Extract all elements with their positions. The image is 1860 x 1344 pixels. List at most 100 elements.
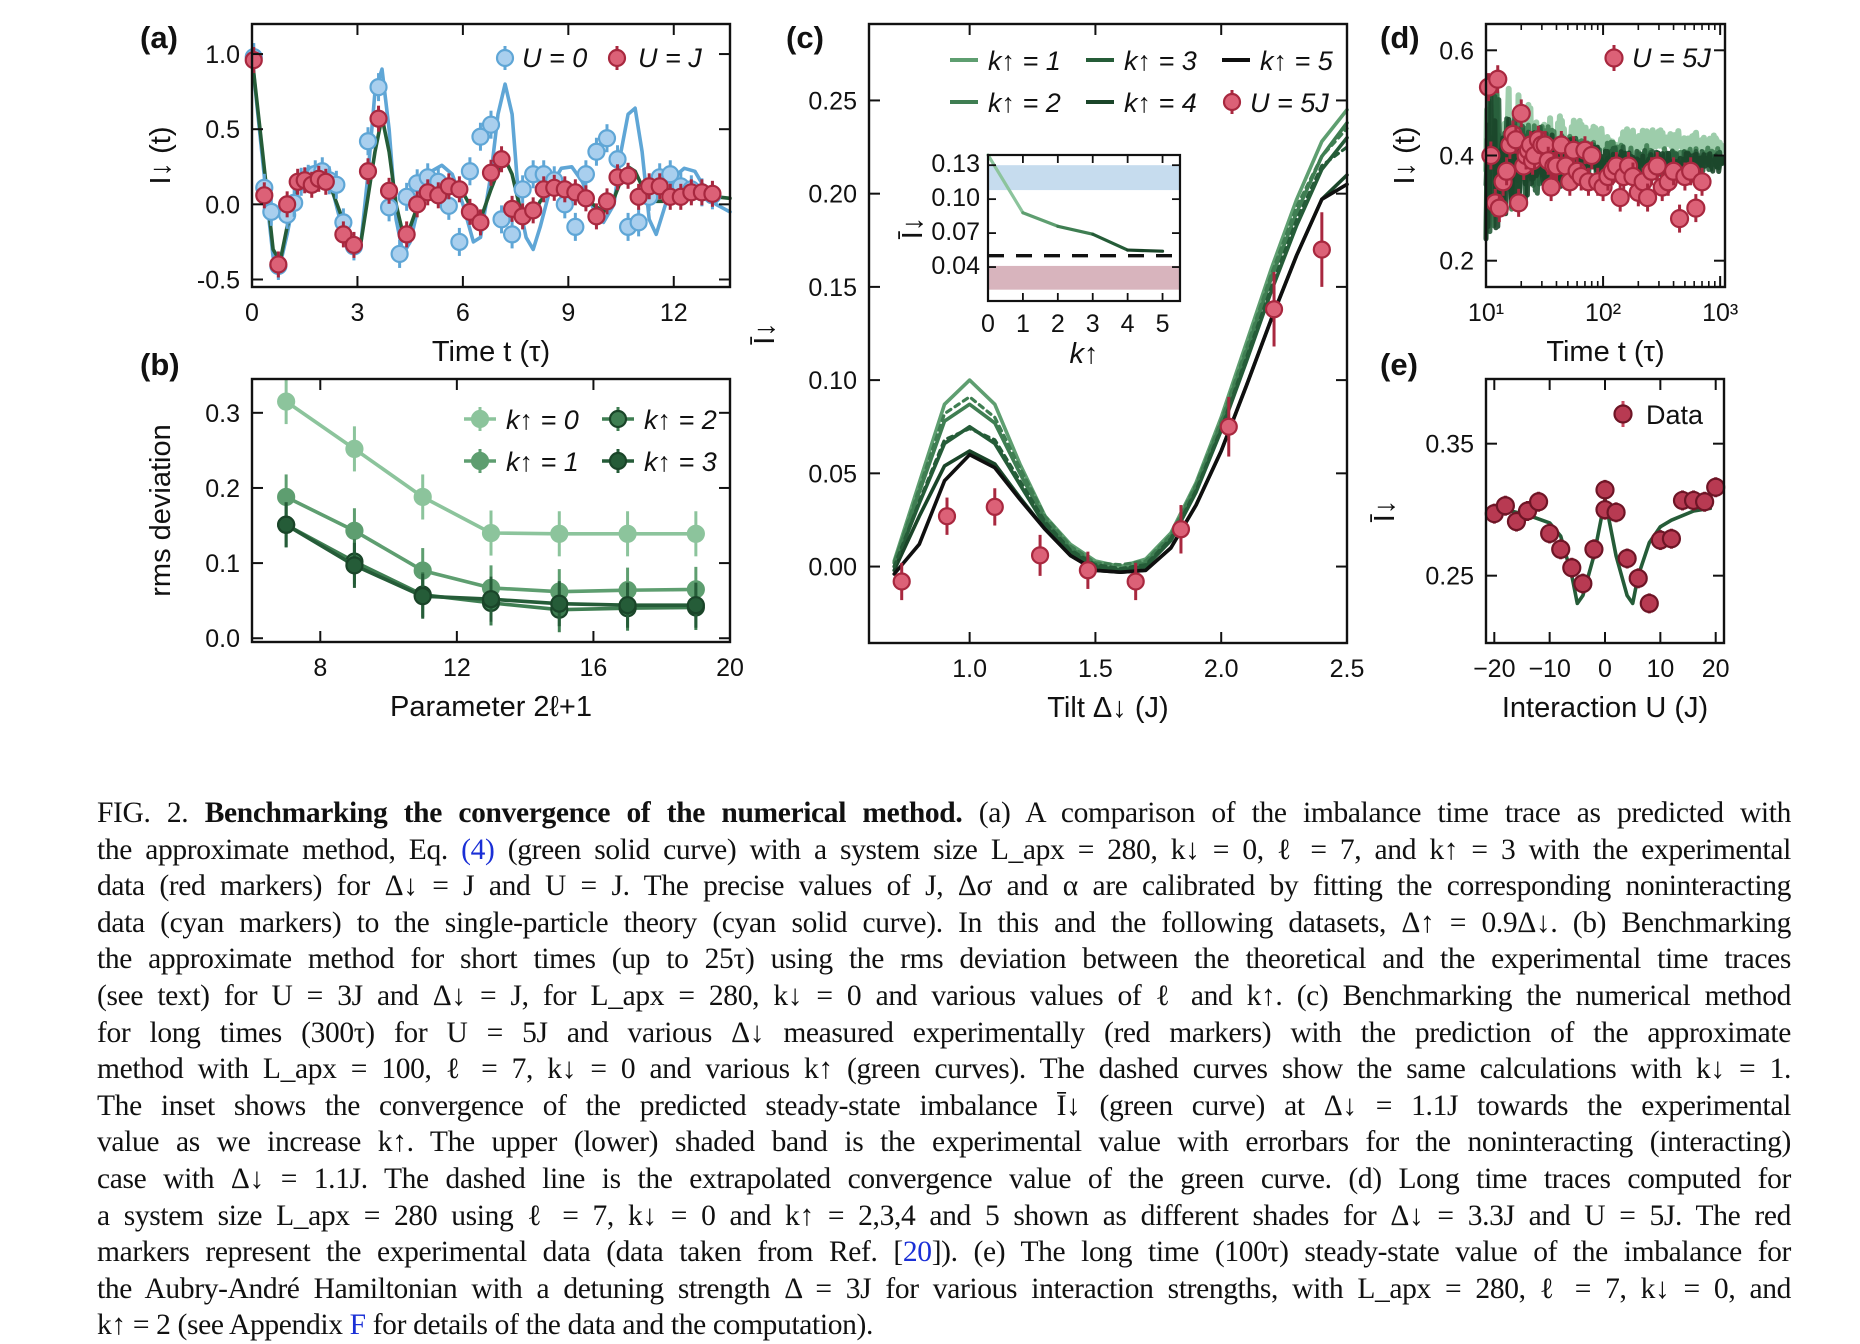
x-tick-label: 12: [443, 654, 471, 682]
caption-text: FIG. 2.: [97, 797, 205, 829]
data-point-red: [1535, 135, 1555, 155]
y-tick-label: 0.3: [205, 400, 240, 428]
data-point: [618, 596, 637, 615]
data-point-cyan: [597, 129, 617, 148]
data-point-red: [1582, 145, 1602, 166]
data-point-red: [316, 172, 335, 191]
data-point-red: [397, 225, 416, 244]
data-point-red: [618, 166, 638, 185]
series-line-4: [892, 182, 1349, 576]
panel-b-rms-deviation: 8 12 16 20 0.3 0.2 0.1 0.0 Parameter 2ℓ+1 rms dev…: [145, 377, 744, 723]
legend-label: U = 5J: [1250, 88, 1329, 118]
legend-label: U = J: [638, 43, 702, 73]
x-tick-label: 0: [1598, 655, 1612, 683]
data-point-red: [1541, 177, 1561, 197]
caption-reference-link[interactable]: F: [349, 1309, 366, 1342]
data-point-cyan: [587, 142, 606, 161]
data-point-red: [408, 195, 427, 214]
inset-x-axis-label: k↑: [1070, 338, 1099, 370]
inset-band-upper: [988, 165, 1180, 191]
inset-y-axis-label: Ī↓: [897, 217, 929, 240]
caption-line: method with L_apx = 100, ℓ = 7, k↓ = 0 a…: [97, 1051, 1791, 1088]
caption-text: a system size L_apx = 280 using ℓ = 7, k…: [97, 1199, 1791, 1232]
data-point-red: [1606, 502, 1626, 522]
data-point-red: [334, 225, 353, 244]
inset-curve-segment: [1091, 232, 1130, 252]
data-point: [686, 596, 705, 615]
legend-label: k↑ = 4: [1124, 88, 1197, 118]
legend-label: U = 0: [522, 43, 587, 73]
data-point-red: [1686, 198, 1706, 218]
data-point-red: [1495, 496, 1515, 516]
y-tick-label: 0.20: [808, 181, 857, 209]
data-point-red: [1562, 558, 1582, 578]
caption-text: data (red markers) for Δ↓ = J and U = J.…: [97, 870, 1791, 903]
panel-d-long-time: 10¹ 10² 10³ 0.6 0.4 0.2 Time t (τ) I↓ (t) U = 5J: [1389, 22, 1738, 368]
data-point-cyan: [513, 180, 532, 199]
caption-line: for long times (300τ) for U = 5J and var…: [97, 1015, 1791, 1052]
data-point: [686, 524, 705, 543]
data-point-red: [1078, 561, 1097, 580]
y-tick-label: 0.0: [205, 625, 240, 653]
data-point: [618, 524, 637, 543]
legend-marker: [608, 451, 628, 471]
data-point: [413, 487, 432, 507]
legend-marker: [470, 409, 490, 429]
inset-y-tick-label: 0.04: [931, 252, 980, 280]
data-point: [345, 521, 364, 540]
caption-title: Benchmarking the convergence of the nume…: [204, 797, 963, 829]
caption-text: (green solid curve) with a system size L…: [494, 833, 1792, 866]
x-tick-label: 1.5: [1078, 655, 1113, 683]
caption-text: the approximate method, Eq.: [97, 833, 462, 866]
inset-x-tick-label: 1: [1016, 310, 1030, 338]
caption-reference-link[interactable]: 20: [902, 1236, 932, 1269]
caption-reference-link[interactable]: (4): [461, 833, 495, 866]
inset-curve-segment: [1021, 211, 1060, 228]
inset-curve-segment: [1126, 248, 1165, 253]
dashed-series-line: [892, 126, 1349, 567]
y-tick-label: 0.0: [205, 191, 240, 219]
data-point-red: [1639, 593, 1659, 614]
data-point-red: [369, 109, 388, 128]
caption-text: k↑ = 2 (see Appendix: [97, 1309, 350, 1342]
legend-label: k↑ = 0: [506, 405, 579, 435]
theory-curve-cyan: [250, 55, 732, 267]
axes-frame: [867, 22, 1349, 645]
x-axis-label: Interaction U (J): [1502, 692, 1708, 724]
legend-label: k↑ = 1: [988, 46, 1061, 76]
caption-line: the approximate method, Eq. (4) (green s…: [97, 832, 1791, 869]
y-tick-label: 0.4: [1439, 143, 1474, 171]
data-point-red: [1617, 548, 1637, 569]
y-axis-label: I↓ (t): [1389, 127, 1421, 185]
caption-line: the Aubry-André Hamiltonian with a detun…: [97, 1271, 1791, 1308]
data-point-red: [358, 162, 378, 181]
axes-frame: [250, 377, 732, 644]
data-point-red: [481, 163, 501, 182]
data-point-red: [255, 186, 274, 205]
inset-y-tick-label: 0.10: [931, 184, 980, 212]
data-point-cyan: [502, 225, 522, 244]
caption-line: markers represent the experimental data …: [97, 1234, 1791, 1271]
panel-c-tilt: 1.0 1.5 2.0 2.5 0.25 0.20 0.15 0.10 0.05 0.00 Tilt…: [749, 22, 1364, 724]
data-point: [481, 523, 501, 543]
x-tick-label: 6: [456, 299, 470, 327]
data-point-cyan: [492, 210, 511, 229]
y-tick-label: 0.25: [1425, 563, 1474, 591]
legend-marker-red: [607, 48, 627, 68]
data-point-red: [1126, 572, 1145, 591]
x-tick-label: 3: [350, 299, 364, 327]
caption-line: the approximate method for short times (…: [97, 941, 1791, 978]
x-tick-label: 8: [313, 654, 327, 682]
legend-label: Data: [1646, 400, 1704, 430]
x-tick-label: 2.0: [1204, 655, 1239, 683]
x-tick-label: 20: [716, 654, 744, 682]
x-tick-label: 20: [1702, 655, 1730, 683]
inset-x-tick-label: 3: [1086, 310, 1100, 338]
data-point-cyan: [566, 217, 585, 236]
caption-line: data (cyan markers) to the single-partic…: [97, 905, 1791, 942]
data-point-cyan: [471, 127, 490, 146]
caption-line: The inset shows the convergence of the p…: [97, 1088, 1791, 1125]
panel-e-interaction: −20 −10 0 10 20 0.35 0.25 Interaction U (J) Ī↓ Da…: [1369, 377, 1730, 724]
data-point-red: [1030, 546, 1050, 565]
data-point: [277, 515, 296, 534]
